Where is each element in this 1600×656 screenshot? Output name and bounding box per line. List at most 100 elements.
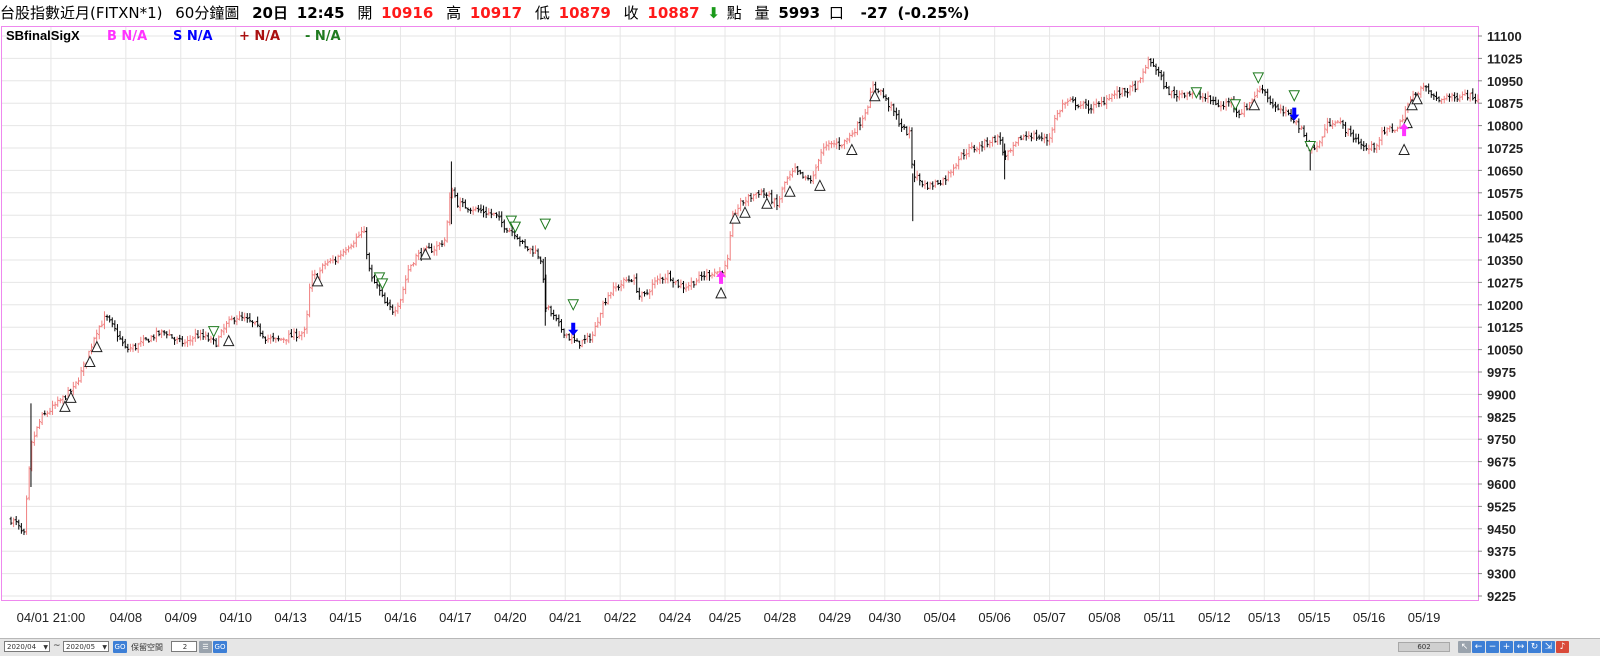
price-bar (212, 336, 215, 345)
scroll-start-icon[interactable]: ← (1472, 641, 1485, 653)
y-tick-label: 9375 (1487, 544, 1516, 559)
price-bar (778, 196, 781, 208)
y-tick-label: 9225 (1487, 589, 1516, 604)
price-bar (586, 332, 589, 343)
price-bar (978, 142, 981, 155)
pan-icon[interactable]: ↔ (1514, 641, 1527, 653)
interval-stepper[interactable]: ☰ (199, 641, 212, 653)
price-bar (791, 167, 794, 178)
chart-scrollbar[interactable]: 602 (1398, 642, 1450, 652)
price-bar (1206, 91, 1210, 104)
price-bar (674, 280, 678, 285)
price-chart[interactable]: 9225 9300 9375 9450 9525 9600 9675 9750 9825 9900… (0, 26, 1600, 638)
price-bar (1141, 68, 1145, 83)
price-bar (82, 361, 86, 376)
price-bar (367, 252, 371, 272)
signal-triangle-up (1248, 98, 1261, 111)
price-bar (1017, 137, 1020, 146)
price-bar (56, 396, 60, 407)
price-bar (845, 137, 849, 145)
price-bar (360, 226, 363, 239)
alert-bell-icon[interactable]: ♪ (1556, 641, 1569, 653)
price-bar (1201, 92, 1205, 103)
price-bar (1424, 85, 1428, 92)
price-bar (967, 143, 971, 158)
x-tick-label: 04/17 (439, 610, 472, 625)
price-bar (1019, 135, 1023, 141)
price-bar (1097, 101, 1101, 108)
price-bar (944, 175, 948, 185)
x-tick-label: 05/04 (923, 610, 956, 625)
price-bar (1383, 126, 1386, 135)
interval-input[interactable]: 2 (171, 641, 197, 652)
price-bar (689, 277, 693, 290)
price-bar (1001, 136, 1005, 156)
price-bar (1027, 131, 1031, 140)
zoom-out-icon[interactable]: − (1486, 641, 1499, 653)
price-bar (518, 236, 522, 247)
signal-triangle-up (91, 340, 103, 353)
reset-icon[interactable]: ↻ (1528, 641, 1541, 653)
price-bar (222, 323, 226, 336)
chart-background (0, 26, 1600, 638)
to-date-select[interactable]: 2020/05 ▼ (63, 641, 109, 652)
price-bar (180, 336, 184, 347)
price-bar (900, 118, 903, 132)
price-bar (206, 332, 210, 342)
signal-triangle-up (846, 143, 858, 155)
price-bar (523, 239, 527, 249)
signal-triangle-up (814, 179, 826, 191)
price-bar (474, 206, 478, 212)
price-bar (1435, 91, 1438, 101)
price-bar (1162, 71, 1166, 90)
price-bar (663, 273, 667, 284)
price-bar (920, 180, 924, 188)
zoom-in-icon[interactable]: + (1500, 641, 1513, 653)
price-bar (622, 277, 626, 289)
y-tick-label: 10650 (1487, 163, 1523, 178)
price-bar (907, 126, 911, 139)
price-bar (162, 330, 166, 336)
price-bar (723, 260, 727, 278)
x-tick-label: 05/15 (1298, 610, 1331, 625)
x-tick-label: 04/15 (329, 610, 362, 625)
price-bar (1011, 141, 1015, 156)
price-bar (134, 343, 138, 351)
go-button-2[interactable]: GO (213, 641, 227, 653)
price-bar (894, 107, 898, 120)
price-bar (1401, 114, 1405, 123)
price-bar (1284, 106, 1288, 117)
go-button-2-label: GO (214, 643, 226, 651)
price-bar (1338, 117, 1342, 125)
price-bar (1453, 92, 1457, 102)
price-bar (1175, 89, 1179, 102)
price-bar (1300, 125, 1303, 131)
x-tick-label: 04/24 (659, 610, 692, 625)
price-bar (323, 260, 327, 270)
price-bar (648, 289, 652, 299)
price-bar (1032, 130, 1036, 140)
buy-arrow-icon (1399, 123, 1410, 137)
from-date-select[interactable]: 2020/04 ▼ (4, 641, 50, 652)
price-bar (575, 338, 579, 342)
scroll-left-icon[interactable]: ↖ (1458, 641, 1471, 653)
go-button[interactable]: GO (113, 641, 127, 653)
price-bar (726, 254, 730, 270)
price-bar (51, 400, 54, 415)
price-bar (417, 249, 421, 261)
interval-value: 2 (182, 643, 188, 651)
price-bar (1427, 83, 1431, 95)
price-bar (798, 169, 802, 175)
price-bar (427, 242, 431, 249)
price-bar (534, 245, 537, 254)
price-bar (1287, 109, 1290, 116)
price-bar (876, 88, 880, 94)
price-bar (892, 103, 896, 117)
price-bar (409, 264, 413, 272)
legend-item-plus: + N/A (239, 29, 280, 44)
price-bar (258, 323, 262, 337)
price-bar (113, 320, 117, 332)
price-bar (578, 340, 582, 349)
fit-icon[interactable]: ⇲ (1542, 641, 1555, 653)
price-bar (1087, 100, 1090, 114)
